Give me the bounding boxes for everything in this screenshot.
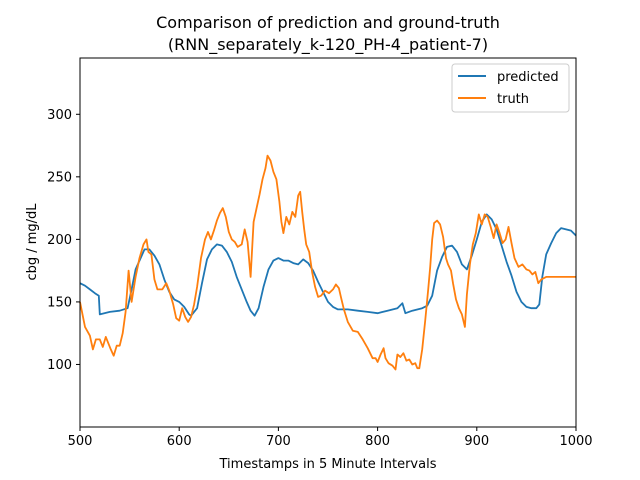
x-tick-label: 500	[68, 434, 93, 449]
x-tick-label: 900	[464, 434, 489, 449]
x-tick-label: 700	[266, 434, 291, 449]
y-axis-label: cbg / mg/dL	[25, 203, 40, 281]
y-tick-label: 250	[47, 170, 72, 185]
y-tick-label: 300	[47, 108, 72, 123]
chart-title: Comparison of prediction and ground-trut…	[156, 13, 500, 32]
y-tick-label: 200	[47, 233, 72, 248]
x-tick-label: 1000	[559, 434, 592, 449]
x-axis-ticks: 500 600 700 800 900 1000	[68, 427, 593, 449]
y-tick-label: 100	[47, 358, 72, 373]
x-tick-label: 600	[167, 434, 192, 449]
legend-label-truth: truth	[497, 92, 529, 107]
y-tick-label: 150	[47, 295, 72, 310]
plot-lines	[79, 154, 577, 371]
chart-subtitle: (RNN_separately_k-120_PH-4_patient-7)	[168, 35, 488, 55]
plot-area-frame	[79, 57, 577, 428]
series-line-predicted	[79, 213, 577, 317]
y-axis-ticks: 100 150 200 250 300	[47, 108, 80, 373]
x-tick-label: 800	[365, 434, 390, 449]
series-line-truth	[79, 154, 576, 371]
x-axis-label: Timestamps in 5 Minute Intervals	[219, 457, 437, 472]
legend: predicted truth	[451, 63, 570, 113]
legend-label-predicted: predicted	[497, 70, 559, 85]
